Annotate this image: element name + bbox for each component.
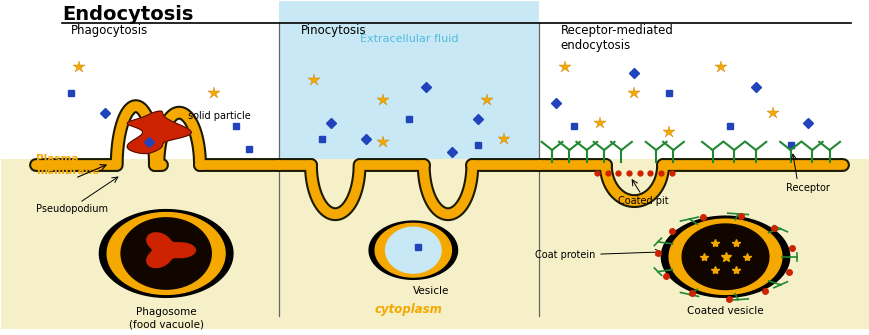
Bar xyxy=(279,0,539,158)
Polygon shape xyxy=(368,221,457,279)
Text: cytoplasm: cytoplasm xyxy=(375,303,442,316)
Text: Phagocytosis: Phagocytosis xyxy=(70,24,148,37)
Bar xyxy=(539,0,867,158)
Polygon shape xyxy=(147,233,196,268)
Polygon shape xyxy=(681,224,768,289)
Text: Vesicle: Vesicle xyxy=(412,286,448,296)
Text: Endocytosis: Endocytosis xyxy=(62,5,193,24)
Polygon shape xyxy=(121,218,211,289)
Text: Receptor: Receptor xyxy=(786,183,829,193)
Text: Coated pit: Coated pit xyxy=(617,196,667,206)
Text: Phagosome
(food vacuole): Phagosome (food vacuole) xyxy=(129,308,203,329)
Text: Plasma
membrane: Plasma membrane xyxy=(36,154,99,176)
Bar xyxy=(2,0,279,158)
Text: solid particle: solid particle xyxy=(188,111,250,121)
Polygon shape xyxy=(107,213,225,294)
Text: Receptor-mediated
endocytosis: Receptor-mediated endocytosis xyxy=(561,24,673,52)
Polygon shape xyxy=(385,227,441,273)
Polygon shape xyxy=(668,219,781,294)
Polygon shape xyxy=(127,111,191,153)
Polygon shape xyxy=(375,223,451,277)
Text: Extracellular fluid: Extracellular fluid xyxy=(359,34,458,44)
Polygon shape xyxy=(99,210,233,297)
Polygon shape xyxy=(660,216,789,297)
Text: Coated vesicle: Coated vesicle xyxy=(687,306,763,316)
Text: Pseudopodium: Pseudopodium xyxy=(36,204,108,214)
Text: Pinocytosis: Pinocytosis xyxy=(300,24,366,37)
Bar xyxy=(2,158,867,329)
Text: Coat protein: Coat protein xyxy=(534,250,594,260)
